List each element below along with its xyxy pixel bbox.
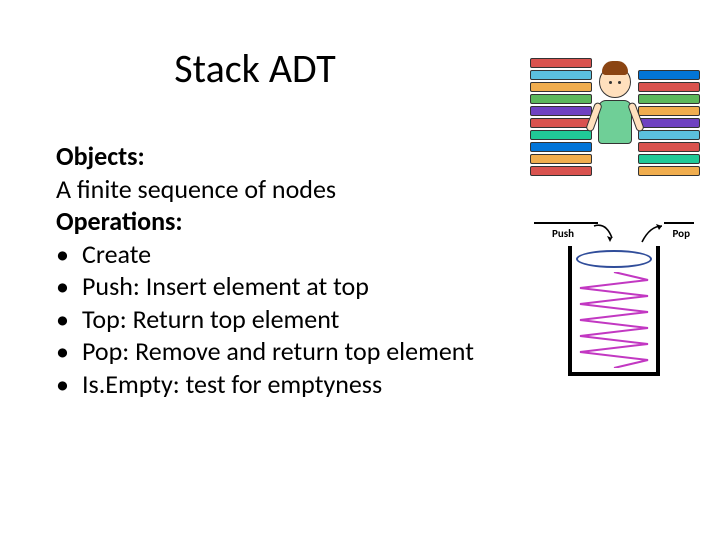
book-icon <box>530 142 592 152</box>
spring-icon <box>576 272 652 368</box>
container-floor <box>568 372 660 376</box>
eye-icon <box>618 81 621 84</box>
cartoon-person <box>588 66 642 176</box>
book-icon <box>638 142 700 152</box>
push-line <box>534 222 598 224</box>
book-icon <box>638 70 700 80</box>
book-icon <box>638 130 700 140</box>
book-stack-right <box>638 68 700 176</box>
book-icon <box>530 106 592 116</box>
pop-line <box>664 222 694 224</box>
book-icon <box>638 154 700 164</box>
book-stack-left <box>530 56 592 176</box>
book-icon <box>638 166 700 176</box>
stack-plate-icon <box>576 250 652 268</box>
book-icon <box>530 130 592 140</box>
book-icon <box>638 118 700 128</box>
book-icon <box>530 82 592 92</box>
container-wall <box>656 246 660 376</box>
objects-description: A finite sequence of nodes <box>56 173 656 206</box>
stack-diagram: Push Pop <box>534 222 694 382</box>
container-wall <box>568 246 572 376</box>
book-icon <box>638 94 700 104</box>
torso-icon <box>598 100 632 144</box>
book-icon <box>530 58 592 68</box>
book-icon <box>530 94 592 104</box>
slide: Stack ADT Objects: A finite sequence of … <box>0 0 720 540</box>
book-icon <box>530 166 592 176</box>
stack-container <box>568 246 660 376</box>
book-icon <box>638 82 700 92</box>
hair-icon <box>602 61 628 75</box>
head-icon <box>599 66 631 98</box>
book-icon <box>530 118 592 128</box>
book-icon <box>530 154 592 164</box>
slide-title: Stack ADT <box>0 44 510 93</box>
eye-icon <box>609 81 612 84</box>
book-icon <box>530 70 592 80</box>
book-icon <box>638 106 700 116</box>
pop-label: Pop <box>673 227 691 240</box>
cartoon-illustration <box>530 26 700 176</box>
push-label: Push <box>552 227 574 240</box>
